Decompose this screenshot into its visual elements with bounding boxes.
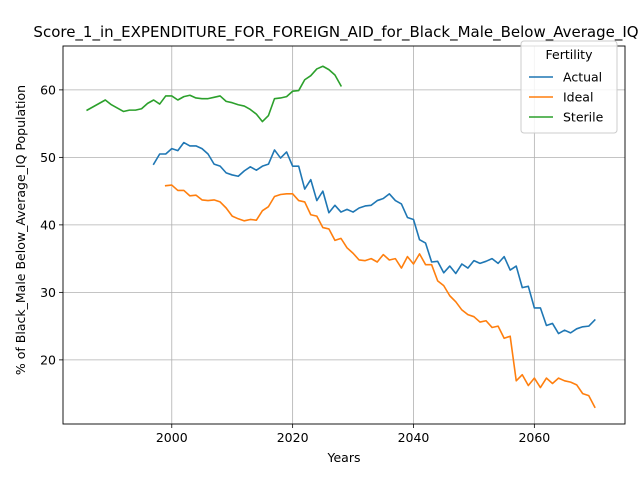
y-axis-title: % of Black_Male Below_Average_IQ Populat… <box>13 85 28 375</box>
y-tick-label: 50 <box>40 150 56 165</box>
series-line-ideal <box>164 184 596 409</box>
legend-title: Fertility <box>546 47 594 62</box>
series-line-sterile <box>86 65 343 123</box>
tick-layer: 2000 2020 2040 2060 20 30 40 50 60 <box>40 82 550 445</box>
x-tick-label: 2040 <box>398 430 430 445</box>
legend-label-actual: Actual <box>563 70 602 85</box>
x-tick-label: 2060 <box>518 430 550 445</box>
legend-label-sterile: Sterile <box>563 110 604 125</box>
legend-entries: Actual Ideal Sterile <box>529 70 604 125</box>
legend-box <box>520 40 618 134</box>
y-tick-label: 30 <box>40 285 56 300</box>
y-tick-label: 20 <box>40 352 56 367</box>
chart-title: Score_1_in_EXPENDITURE_FOR_FOREIGN_AID_f… <box>33 23 638 42</box>
legend: Fertility Actual Ideal Sterile <box>520 40 618 134</box>
y-tick-label: 60 <box>40 82 56 97</box>
legend-label-ideal: Ideal <box>563 90 593 105</box>
x-axis-title: Years <box>327 450 361 465</box>
plot-frame <box>62 45 626 425</box>
series-line-actual <box>152 141 596 335</box>
series-layer <box>86 65 596 409</box>
y-tick-label: 40 <box>40 217 56 232</box>
x-tick-label: 2020 <box>277 430 309 445</box>
x-tick-label: 2000 <box>156 430 188 445</box>
